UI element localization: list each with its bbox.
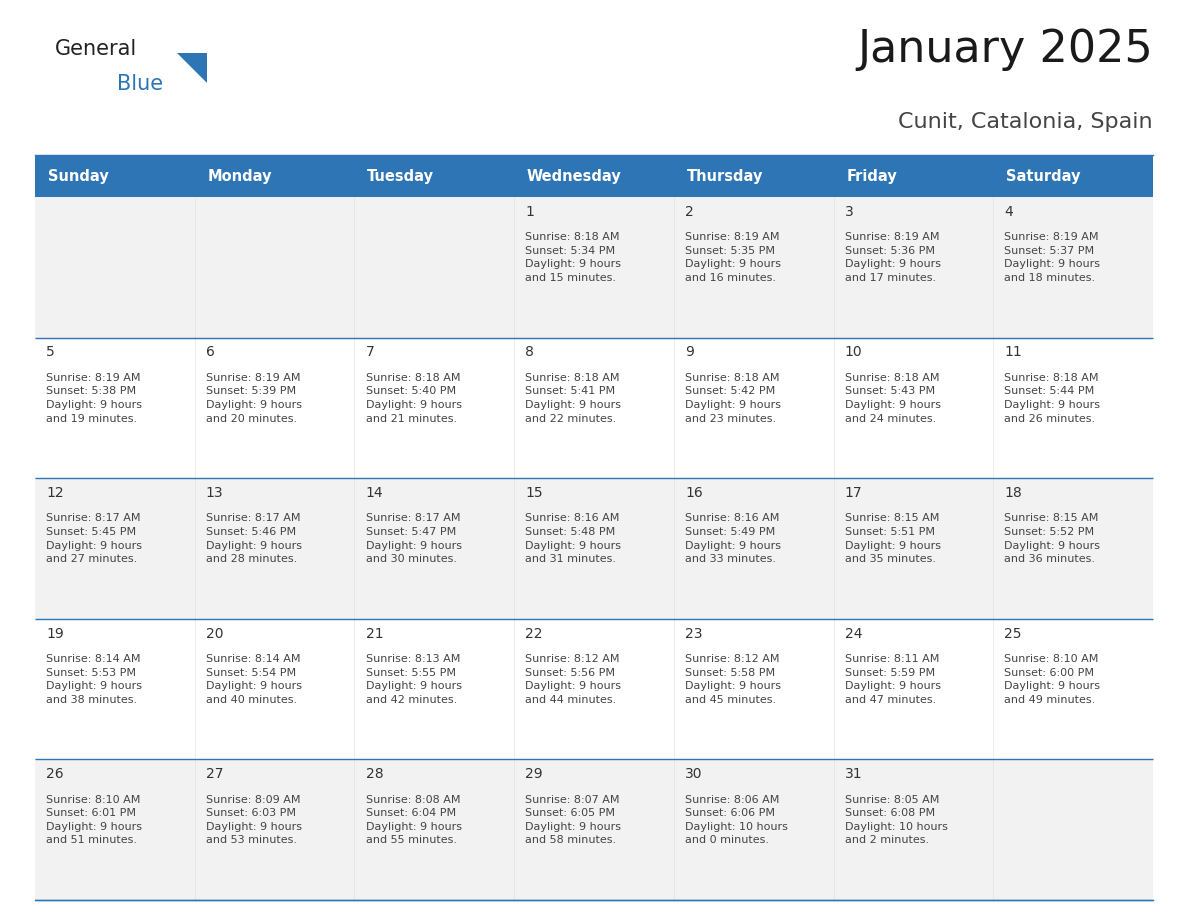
Text: 20: 20 bbox=[206, 626, 223, 641]
Text: 25: 25 bbox=[1005, 626, 1022, 641]
Text: Sunrise: 8:19 AM
Sunset: 5:38 PM
Daylight: 9 hours
and 19 minutes.: Sunrise: 8:19 AM Sunset: 5:38 PM Dayligh… bbox=[46, 373, 143, 423]
Text: Thursday: Thursday bbox=[687, 169, 763, 184]
Bar bbox=[34, 619, 1154, 759]
Text: Sunrise: 8:11 AM
Sunset: 5:59 PM
Daylight: 9 hours
and 47 minutes.: Sunrise: 8:11 AM Sunset: 5:59 PM Dayligh… bbox=[845, 654, 941, 705]
Text: Sunrise: 8:12 AM
Sunset: 5:56 PM
Daylight: 9 hours
and 44 minutes.: Sunrise: 8:12 AM Sunset: 5:56 PM Dayligh… bbox=[525, 654, 621, 705]
Text: 29: 29 bbox=[525, 767, 543, 781]
Bar bbox=[34, 197, 1154, 338]
Text: January 2025: January 2025 bbox=[858, 28, 1154, 71]
Text: Sunrise: 8:12 AM
Sunset: 5:58 PM
Daylight: 9 hours
and 45 minutes.: Sunrise: 8:12 AM Sunset: 5:58 PM Dayligh… bbox=[685, 654, 781, 705]
Text: 7: 7 bbox=[366, 345, 374, 359]
Text: Sunrise: 8:18 AM
Sunset: 5:40 PM
Daylight: 9 hours
and 21 minutes.: Sunrise: 8:18 AM Sunset: 5:40 PM Dayligh… bbox=[366, 373, 462, 423]
Text: Sunrise: 8:10 AM
Sunset: 6:01 PM
Daylight: 9 hours
and 51 minutes.: Sunrise: 8:10 AM Sunset: 6:01 PM Dayligh… bbox=[46, 795, 143, 845]
Text: Sunrise: 8:13 AM
Sunset: 5:55 PM
Daylight: 9 hours
and 42 minutes.: Sunrise: 8:13 AM Sunset: 5:55 PM Dayligh… bbox=[366, 654, 462, 705]
Text: 5: 5 bbox=[46, 345, 55, 359]
Text: 28: 28 bbox=[366, 767, 384, 781]
Text: Sunrise: 8:18 AM
Sunset: 5:34 PM
Daylight: 9 hours
and 15 minutes.: Sunrise: 8:18 AM Sunset: 5:34 PM Dayligh… bbox=[525, 232, 621, 283]
Text: 24: 24 bbox=[845, 626, 862, 641]
Text: Sunrise: 8:08 AM
Sunset: 6:04 PM
Daylight: 9 hours
and 55 minutes.: Sunrise: 8:08 AM Sunset: 6:04 PM Dayligh… bbox=[366, 795, 462, 845]
Text: 11: 11 bbox=[1005, 345, 1022, 359]
Text: Sunrise: 8:16 AM
Sunset: 5:49 PM
Daylight: 9 hours
and 33 minutes.: Sunrise: 8:16 AM Sunset: 5:49 PM Dayligh… bbox=[685, 513, 781, 565]
Text: Sunrise: 8:17 AM
Sunset: 5:45 PM
Daylight: 9 hours
and 27 minutes.: Sunrise: 8:17 AM Sunset: 5:45 PM Dayligh… bbox=[46, 513, 143, 565]
Text: Cunit, Catalonia, Spain: Cunit, Catalonia, Spain bbox=[898, 112, 1154, 132]
Text: 27: 27 bbox=[206, 767, 223, 781]
Text: Sunrise: 8:19 AM
Sunset: 5:36 PM
Daylight: 9 hours
and 17 minutes.: Sunrise: 8:19 AM Sunset: 5:36 PM Dayligh… bbox=[845, 232, 941, 283]
Text: Sunrise: 8:14 AM
Sunset: 5:53 PM
Daylight: 9 hours
and 38 minutes.: Sunrise: 8:14 AM Sunset: 5:53 PM Dayligh… bbox=[46, 654, 143, 705]
Text: 19: 19 bbox=[46, 626, 64, 641]
Text: Sunrise: 8:15 AM
Sunset: 5:52 PM
Daylight: 9 hours
and 36 minutes.: Sunrise: 8:15 AM Sunset: 5:52 PM Dayligh… bbox=[1005, 513, 1100, 565]
Text: Sunrise: 8:17 AM
Sunset: 5:46 PM
Daylight: 9 hours
and 28 minutes.: Sunrise: 8:17 AM Sunset: 5:46 PM Dayligh… bbox=[206, 513, 302, 565]
Text: 30: 30 bbox=[685, 767, 702, 781]
Text: 4: 4 bbox=[1005, 205, 1013, 218]
Text: 16: 16 bbox=[685, 486, 703, 500]
Text: 9: 9 bbox=[685, 345, 694, 359]
Text: Sunrise: 8:18 AM
Sunset: 5:43 PM
Daylight: 9 hours
and 24 minutes.: Sunrise: 8:18 AM Sunset: 5:43 PM Dayligh… bbox=[845, 373, 941, 423]
Text: 15: 15 bbox=[525, 486, 543, 500]
Text: 13: 13 bbox=[206, 486, 223, 500]
Text: Sunrise: 8:10 AM
Sunset: 6:00 PM
Daylight: 9 hours
and 49 minutes.: Sunrise: 8:10 AM Sunset: 6:00 PM Dayligh… bbox=[1005, 654, 1100, 705]
Text: Sunrise: 8:18 AM
Sunset: 5:42 PM
Daylight: 9 hours
and 23 minutes.: Sunrise: 8:18 AM Sunset: 5:42 PM Dayligh… bbox=[685, 373, 781, 423]
Text: 6: 6 bbox=[206, 345, 215, 359]
Text: 22: 22 bbox=[525, 626, 543, 641]
Text: Monday: Monday bbox=[208, 169, 272, 184]
Text: Sunrise: 8:19 AM
Sunset: 5:39 PM
Daylight: 9 hours
and 20 minutes.: Sunrise: 8:19 AM Sunset: 5:39 PM Dayligh… bbox=[206, 373, 302, 423]
Text: 10: 10 bbox=[845, 345, 862, 359]
Bar bbox=[34, 155, 1154, 197]
Text: Sunrise: 8:07 AM
Sunset: 6:05 PM
Daylight: 9 hours
and 58 minutes.: Sunrise: 8:07 AM Sunset: 6:05 PM Dayligh… bbox=[525, 795, 621, 845]
Text: Sunrise: 8:18 AM
Sunset: 5:44 PM
Daylight: 9 hours
and 26 minutes.: Sunrise: 8:18 AM Sunset: 5:44 PM Dayligh… bbox=[1005, 373, 1100, 423]
Text: 17: 17 bbox=[845, 486, 862, 500]
Polygon shape bbox=[177, 53, 207, 83]
Text: Sunrise: 8:16 AM
Sunset: 5:48 PM
Daylight: 9 hours
and 31 minutes.: Sunrise: 8:16 AM Sunset: 5:48 PM Dayligh… bbox=[525, 513, 621, 565]
Text: 8: 8 bbox=[525, 345, 535, 359]
Text: Sunrise: 8:14 AM
Sunset: 5:54 PM
Daylight: 9 hours
and 40 minutes.: Sunrise: 8:14 AM Sunset: 5:54 PM Dayligh… bbox=[206, 654, 302, 705]
Bar bbox=[34, 478, 1154, 619]
Text: 23: 23 bbox=[685, 626, 702, 641]
Text: Blue: Blue bbox=[116, 74, 163, 94]
Text: Sunrise: 8:18 AM
Sunset: 5:41 PM
Daylight: 9 hours
and 22 minutes.: Sunrise: 8:18 AM Sunset: 5:41 PM Dayligh… bbox=[525, 373, 621, 423]
Text: General: General bbox=[55, 39, 138, 59]
Bar bbox=[34, 759, 1154, 900]
Text: 26: 26 bbox=[46, 767, 64, 781]
Text: Sunrise: 8:15 AM
Sunset: 5:51 PM
Daylight: 9 hours
and 35 minutes.: Sunrise: 8:15 AM Sunset: 5:51 PM Dayligh… bbox=[845, 513, 941, 565]
Text: Friday: Friday bbox=[846, 169, 897, 184]
Text: Sunrise: 8:19 AM
Sunset: 5:37 PM
Daylight: 9 hours
and 18 minutes.: Sunrise: 8:19 AM Sunset: 5:37 PM Dayligh… bbox=[1005, 232, 1100, 283]
Text: 12: 12 bbox=[46, 486, 64, 500]
Text: Sunrise: 8:05 AM
Sunset: 6:08 PM
Daylight: 10 hours
and 2 minutes.: Sunrise: 8:05 AM Sunset: 6:08 PM Dayligh… bbox=[845, 795, 948, 845]
Text: Sunrise: 8:06 AM
Sunset: 6:06 PM
Daylight: 10 hours
and 0 minutes.: Sunrise: 8:06 AM Sunset: 6:06 PM Dayligh… bbox=[685, 795, 788, 845]
Text: Sunrise: 8:09 AM
Sunset: 6:03 PM
Daylight: 9 hours
and 53 minutes.: Sunrise: 8:09 AM Sunset: 6:03 PM Dayligh… bbox=[206, 795, 302, 845]
Text: 3: 3 bbox=[845, 205, 853, 218]
Text: 18: 18 bbox=[1005, 486, 1022, 500]
Bar bbox=[34, 338, 1154, 478]
Text: Tuesday: Tuesday bbox=[367, 169, 434, 184]
Text: 1: 1 bbox=[525, 205, 535, 218]
Text: Sunrise: 8:17 AM
Sunset: 5:47 PM
Daylight: 9 hours
and 30 minutes.: Sunrise: 8:17 AM Sunset: 5:47 PM Dayligh… bbox=[366, 513, 462, 565]
Text: 14: 14 bbox=[366, 486, 384, 500]
Text: Saturday: Saturday bbox=[1006, 169, 1081, 184]
Text: 31: 31 bbox=[845, 767, 862, 781]
Text: Sunrise: 8:19 AM
Sunset: 5:35 PM
Daylight: 9 hours
and 16 minutes.: Sunrise: 8:19 AM Sunset: 5:35 PM Dayligh… bbox=[685, 232, 781, 283]
Text: Wednesday: Wednesday bbox=[527, 169, 621, 184]
Text: 2: 2 bbox=[685, 205, 694, 218]
Text: Sunday: Sunday bbox=[48, 169, 108, 184]
Text: 21: 21 bbox=[366, 626, 384, 641]
